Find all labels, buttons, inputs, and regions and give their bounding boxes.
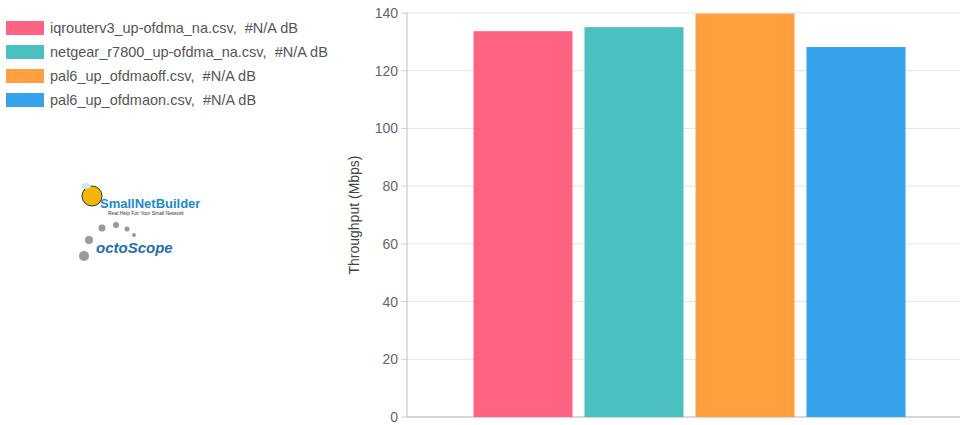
logo-bee xyxy=(82,186,102,206)
legend-swatch xyxy=(6,21,44,35)
tick-label: 20 xyxy=(382,351,398,367)
tick-label: 40 xyxy=(382,294,398,310)
legend-label: pal6_up_ofdmaon.csv, #N/A dB xyxy=(50,92,256,108)
legend-label: pal6_up_ofdmaoff.csv, #N/A dB xyxy=(50,68,256,84)
logo-dot xyxy=(79,251,89,261)
logo-text: octoScope xyxy=(96,239,173,256)
logo-dot xyxy=(85,236,93,244)
bars xyxy=(474,14,906,417)
grid-line xyxy=(407,13,960,14)
tick-mark xyxy=(401,13,407,14)
tick-mark xyxy=(401,417,407,418)
logo-dot xyxy=(125,227,130,232)
legend-swatch xyxy=(6,69,44,83)
logo: SmallNetBuilderReal Help For Your Small … xyxy=(79,183,200,261)
logo-dot xyxy=(99,225,106,232)
logo-wing xyxy=(81,183,91,189)
bar xyxy=(807,47,906,417)
logo-dot xyxy=(132,233,136,237)
tick-mark xyxy=(401,359,407,360)
tick-mark xyxy=(401,70,407,71)
y-axis-label: Throughput (Mbps) xyxy=(346,155,362,274)
bar xyxy=(696,14,795,417)
legend-label: netgear_r7800_up-ofdma_na.csv, #N/A dB xyxy=(50,44,328,60)
logo-tagline: Real Help For Your Small Network xyxy=(108,210,184,216)
tick-label: 140 xyxy=(375,5,399,21)
tick-label: 120 xyxy=(375,63,399,79)
chart: 0 20 40 60 80 100 120 140 Throughput (Mbps) iqrou… xyxy=(0,0,969,425)
logo-text: SmallNetBuilder xyxy=(100,196,200,211)
tick-mark xyxy=(401,128,407,129)
bar xyxy=(474,31,573,417)
tick-label: 80 xyxy=(382,178,398,194)
legend-swatch xyxy=(6,93,44,107)
bar xyxy=(585,27,684,417)
tick-label: 0 xyxy=(390,409,398,425)
tick-mark xyxy=(401,243,407,244)
tick-mark xyxy=(401,301,407,302)
legend-swatch xyxy=(6,45,44,59)
tick-mark xyxy=(401,186,407,187)
tick-label: 100 xyxy=(375,120,399,136)
legend-label: iqrouterv3_up-ofdma_na.csv, #N/A dB xyxy=(50,20,298,36)
tick-label: 60 xyxy=(382,236,398,252)
y-axis xyxy=(407,13,408,417)
logo-dot xyxy=(113,222,119,228)
